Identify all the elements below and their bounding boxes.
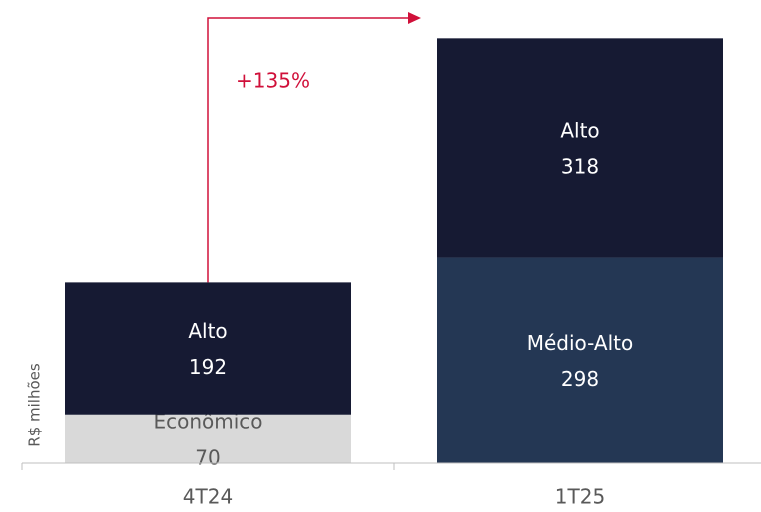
value-label: 298 xyxy=(561,367,599,391)
x-tick-label: 1T25 xyxy=(555,485,605,509)
growth-arrow xyxy=(207,17,410,283)
value-label: 192 xyxy=(189,355,227,379)
value-label: 70 xyxy=(195,445,220,469)
value-label: 318 xyxy=(561,154,599,178)
segment-name: Alto xyxy=(188,319,227,343)
bar-segment xyxy=(65,414,351,463)
segment-name: Médio-Alto xyxy=(527,331,634,355)
segment-name: Alto xyxy=(560,118,599,142)
bar-segment xyxy=(65,282,351,415)
arrow-head xyxy=(408,12,421,24)
x-tick-label: 4T24 xyxy=(183,485,233,509)
bar-segment xyxy=(437,257,723,463)
y-axis-label: R$ milhões xyxy=(26,363,44,447)
annotation: +135% xyxy=(236,69,310,93)
bar-segment xyxy=(437,38,723,258)
